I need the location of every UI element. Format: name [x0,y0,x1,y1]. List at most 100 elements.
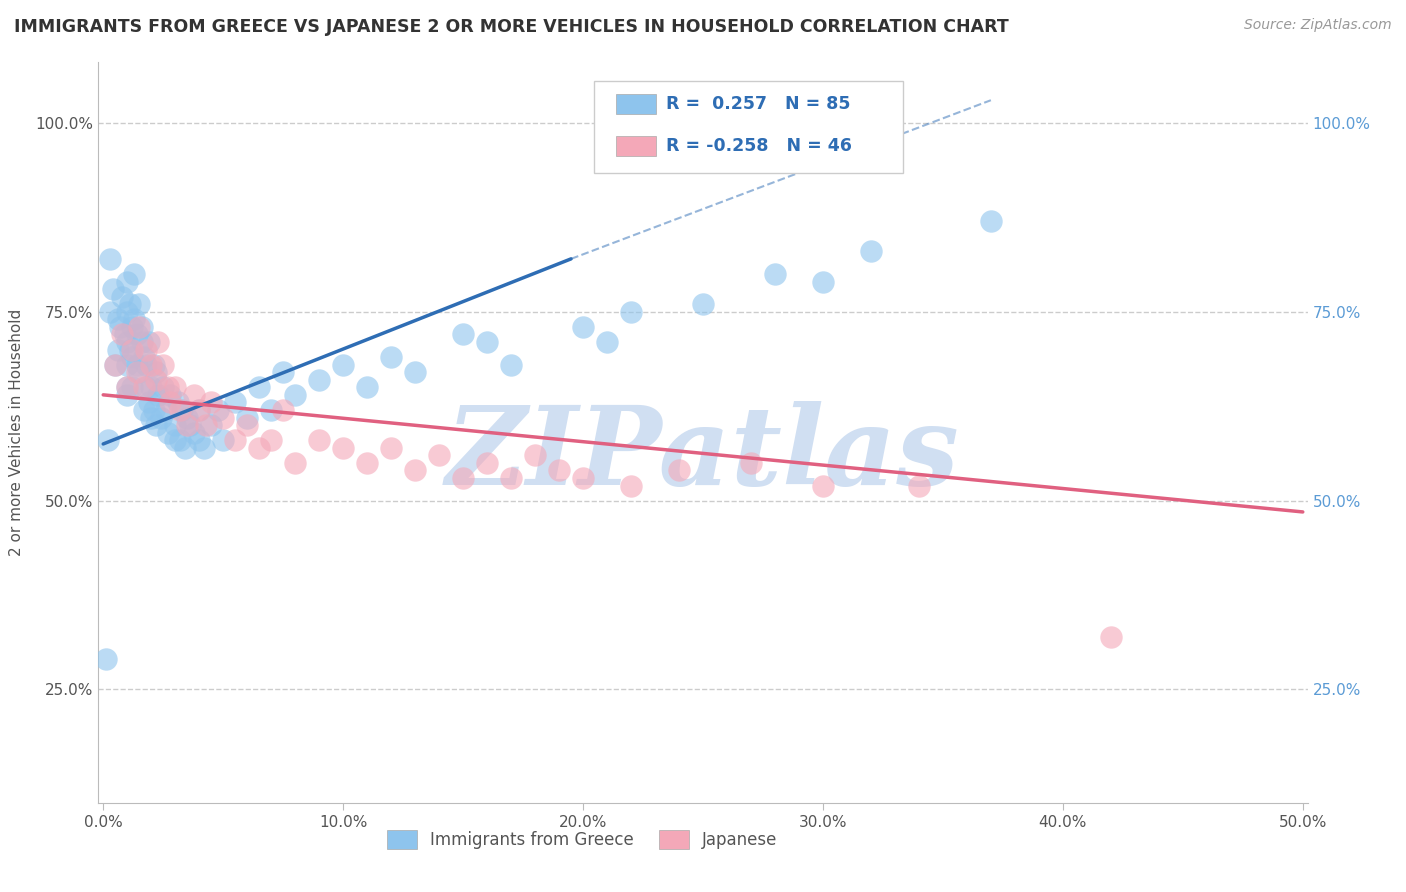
Point [207,403,229,417]
Point [380,441,402,455]
Point [356,456,378,470]
Point [811,275,834,289]
Point [183,388,205,402]
Point [166,395,188,409]
Point [155,403,177,417]
Point [132,350,155,364]
Point [149,410,172,425]
Point [165,418,187,433]
Point [499,471,522,485]
Point [165,433,187,447]
Point [145,418,167,433]
Point [94,652,117,666]
Point [332,358,354,372]
Point [135,343,157,357]
Point [596,334,619,349]
Point [195,418,218,433]
Point [124,312,146,326]
Point [118,343,141,357]
Point [620,304,643,318]
Point [101,282,124,296]
Point [356,380,378,394]
Point [152,380,174,394]
Point [132,380,155,394]
Point [115,304,138,318]
Point [475,334,498,349]
Point [107,312,129,326]
Point [142,358,165,372]
Point [138,395,160,409]
Point [188,433,211,447]
Point [404,463,426,477]
Point [114,327,136,342]
Point [247,380,270,394]
Point [145,365,167,379]
Point [260,403,283,417]
Point [121,350,143,364]
Point [135,358,157,372]
Point [284,388,307,402]
Point [176,410,198,425]
Point [115,380,138,394]
Text: R =  0.257   N = 85: R = 0.257 N = 85 [665,95,851,113]
Point [212,410,235,425]
Point [572,319,595,334]
Bar [616,136,655,156]
Point [451,471,474,485]
Text: ZIPatlas: ZIPatlas [446,401,960,508]
Point [115,380,138,394]
Text: R = -0.258   N = 46: R = -0.258 N = 46 [665,137,852,155]
Point [125,358,148,372]
Point [260,433,283,447]
Point [451,327,474,342]
Point [173,441,195,455]
Point [332,441,354,455]
Point [118,297,141,311]
Point [115,334,138,349]
Point [212,433,235,447]
Point [763,267,786,281]
FancyBboxPatch shape [595,81,903,173]
Point [499,358,522,372]
Point [572,471,595,485]
Point [980,214,1002,228]
Point [142,403,165,417]
Point [908,478,931,492]
Point [183,425,205,440]
Point [172,403,194,417]
Point [193,441,215,455]
Point [548,463,571,477]
Point [141,380,163,394]
Point [740,456,762,470]
Point [427,448,450,462]
Point [176,418,198,433]
Point [121,319,143,334]
Point [148,334,170,349]
Point [141,358,163,372]
Text: IMMIGRANTS FROM GREECE VS JAPANESE 2 OR MORE VEHICLES IN HOUSEHOLD CORRELATION C: IMMIGRANTS FROM GREECE VS JAPANESE 2 OR … [14,18,1010,36]
Point [107,343,129,357]
Point [111,327,134,342]
Text: Source: ZipAtlas.com: Source: ZipAtlas.com [1244,18,1392,32]
Point [380,350,402,364]
Point [169,403,191,417]
Point [1099,630,1122,644]
Point [668,463,690,477]
Point [179,418,201,433]
Point [115,358,138,372]
Point [100,304,122,318]
Point [100,252,122,266]
Point [111,290,134,304]
Point [159,395,181,409]
Point [121,343,143,357]
Point [128,297,150,311]
Point [156,425,179,440]
Point [224,395,246,409]
Point [169,433,191,447]
Point [859,244,882,259]
Point [131,334,153,349]
Point [247,441,270,455]
Y-axis label: 2 or more Vehicles in Household: 2 or more Vehicles in Household [10,309,24,557]
Point [138,334,160,349]
Point [200,395,222,409]
